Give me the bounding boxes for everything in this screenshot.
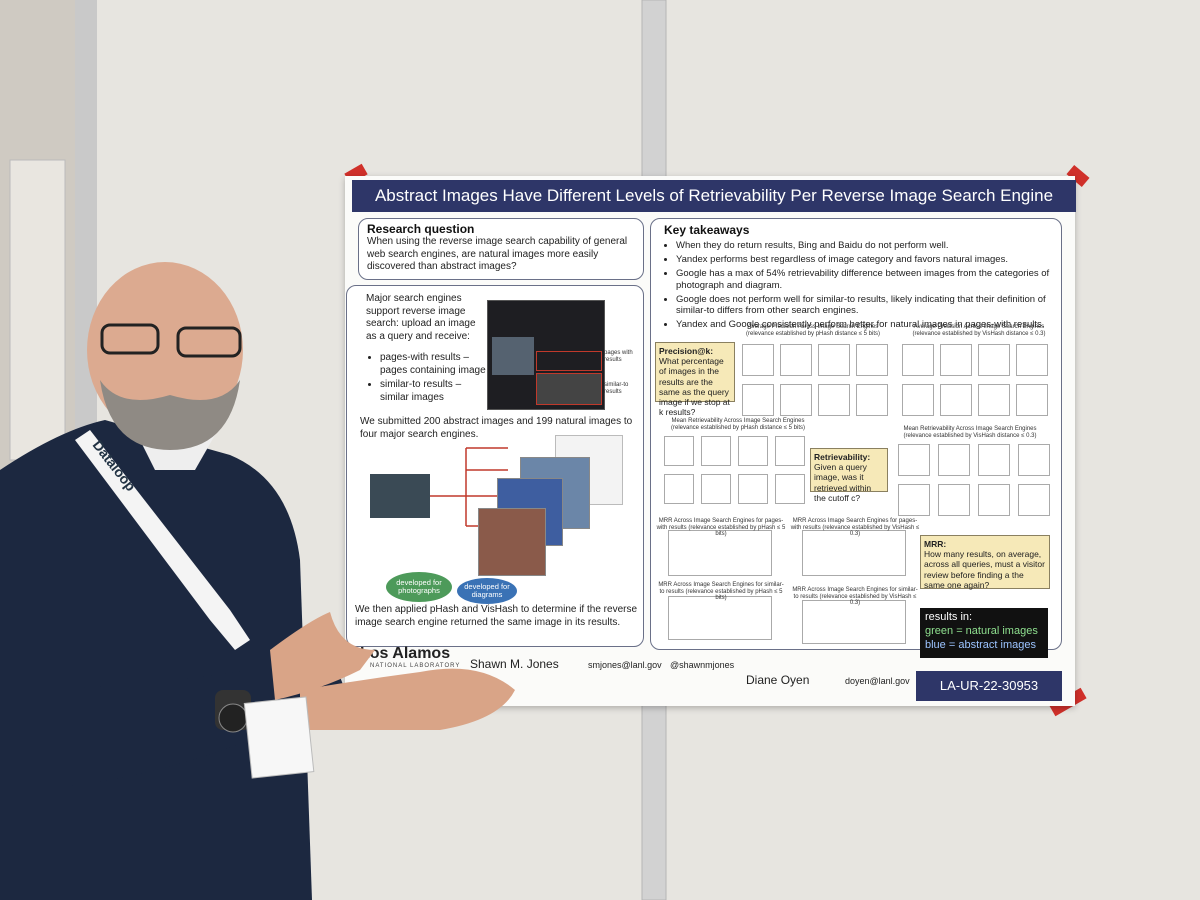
figure-thumb — [802, 600, 906, 644]
figure-thumb — [701, 474, 731, 504]
figure-thumb — [898, 444, 930, 476]
figure-thumb — [940, 344, 972, 376]
tape — [1066, 164, 1090, 188]
figure-thumb — [978, 384, 1010, 416]
figure-thumb — [1016, 344, 1048, 376]
highlight — [536, 373, 602, 405]
method-bullets: pages-with results – pages containing im… — [366, 352, 492, 406]
figure-title: Mean Retrievability Across Image Search … — [670, 418, 806, 431]
takeaway-list: When they do return results, Bing and Ba… — [662, 240, 1072, 333]
screenshot-label: similar-to results — [604, 382, 629, 395]
figure-thumb — [664, 474, 694, 504]
research-question: Research question When using the reverse… — [358, 218, 644, 280]
figure-thumb — [742, 384, 774, 416]
takeaway: Yandex and Google consistently perform b… — [676, 319, 1072, 331]
figure-thumb — [780, 384, 812, 416]
figure-thumb — [668, 596, 772, 640]
figure-thumb — [902, 384, 934, 416]
text: Given a query image, was it retrieved wi… — [814, 462, 872, 503]
figure-title: MRR Across Image Search Engines for simi… — [658, 582, 784, 602]
figure-thumb — [856, 344, 888, 376]
legend-line: green = natural images — [925, 624, 1038, 637]
figure-thumb — [938, 484, 970, 516]
badge: developed for diagrams — [457, 578, 517, 604]
figure-thumb — [1016, 384, 1048, 416]
takeaway: Google has a max of 54% retrievability d… — [676, 268, 1072, 292]
left-post — [75, 0, 97, 900]
lab-sub: NATIONAL LABORATORY — [370, 663, 461, 669]
takeaway: When they do return results, Bing and Ba… — [676, 240, 1072, 252]
method-applied: We then applied pHash and VisHash to det… — [355, 604, 638, 628]
figure-thumb — [742, 344, 774, 376]
figure-thumb — [775, 436, 805, 466]
figure-thumb — [701, 436, 731, 466]
figure-thumb — [938, 444, 970, 476]
retrievability-callout: Retrievability: Given a query image, was… — [810, 448, 888, 503]
figure-thumb — [780, 344, 812, 376]
figure-thumb — [898, 484, 930, 516]
figure-title: Mean Retrievability Across Image Search … — [903, 426, 1037, 439]
query-photo — [370, 474, 430, 518]
poster-title: Abstract Images Have Different Levels of… — [352, 180, 1076, 212]
figure-title: Average Precision Across Image Search En… — [745, 324, 881, 337]
author-name: Diane Oyen — [746, 673, 810, 687]
heading: MRR: — [924, 539, 947, 549]
bullet: similar-to results – similar images — [380, 379, 492, 404]
figure-thumb — [738, 436, 768, 466]
figure-thumb — [902, 344, 934, 376]
text: How many results, on average, across all… — [924, 549, 1045, 590]
figure-thumb — [940, 384, 972, 416]
author-email: smjones@lanl.gov — [588, 660, 662, 670]
figure-thumb — [856, 384, 888, 416]
arrow — [430, 447, 508, 527]
figure-title: Average Precision Across Image Search En… — [912, 324, 1046, 337]
figure-thumb — [978, 444, 1010, 476]
search-screenshot — [487, 300, 605, 410]
highlight — [536, 351, 602, 371]
heading: Retrievability: — [814, 452, 871, 462]
author-email: doyen@lanl.gov — [845, 676, 910, 686]
mrr-callout: MRR: How many results, on average, acros… — [920, 535, 1050, 590]
results-legend: results in: green = natural images blue … — [920, 608, 1048, 658]
figure-title: MRR Across Image Search Engines for simi… — [792, 587, 918, 607]
heading: Key takeaways — [664, 223, 750, 237]
door — [9, 159, 66, 461]
badge: developed for photographs — [386, 572, 452, 602]
figure-thumb — [978, 344, 1010, 376]
report-number: LA-UR-22-30953 — [916, 671, 1062, 701]
heading: results in: — [925, 611, 973, 623]
takeaway: Google does not perform well for similar… — [676, 294, 1072, 318]
bullet: pages-with results – pages containing im… — [380, 352, 492, 377]
figure-thumb — [818, 344, 850, 376]
heading: Precision@k: — [659, 346, 714, 356]
author-name: Shawn M. Jones — [470, 657, 559, 671]
figure-thumb — [1018, 484, 1050, 516]
method-submitted: We submitted 200 abstract images and 199… — [360, 416, 633, 440]
text: What percentage of images in the results… — [659, 356, 730, 418]
text: When using the reverse image search capa… — [367, 236, 628, 272]
figure-thumb — [664, 436, 694, 466]
figure-thumb — [775, 474, 805, 504]
takeaway: Yandex performs best regardless of image… — [676, 254, 1072, 266]
method-intro: Major search engines support reverse ima… — [366, 293, 476, 342]
screenshot-label: pages with results — [604, 350, 633, 363]
arrows — [430, 447, 508, 527]
figure-thumb — [738, 474, 768, 504]
figure-thumb — [1018, 444, 1050, 476]
figure-title: MRR Across Image Search Engines for page… — [790, 518, 920, 538]
query-thumb — [492, 337, 534, 375]
legend-line: blue = abstract images — [925, 638, 1036, 651]
figure-thumb — [668, 530, 772, 576]
figure-title: MRR Across Image Search Engines for page… — [656, 518, 786, 538]
result-window — [478, 508, 546, 576]
figure-thumb — [978, 484, 1010, 516]
heading: Research question — [367, 222, 475, 236]
lab-name: Los Alamos — [360, 645, 451, 662]
precision-callout: Precision@k: What percentage of images i… — [655, 342, 735, 417]
author-handle: @shawnmjones — [670, 660, 735, 670]
figure-thumb — [802, 530, 906, 576]
figure-thumb — [818, 384, 850, 416]
